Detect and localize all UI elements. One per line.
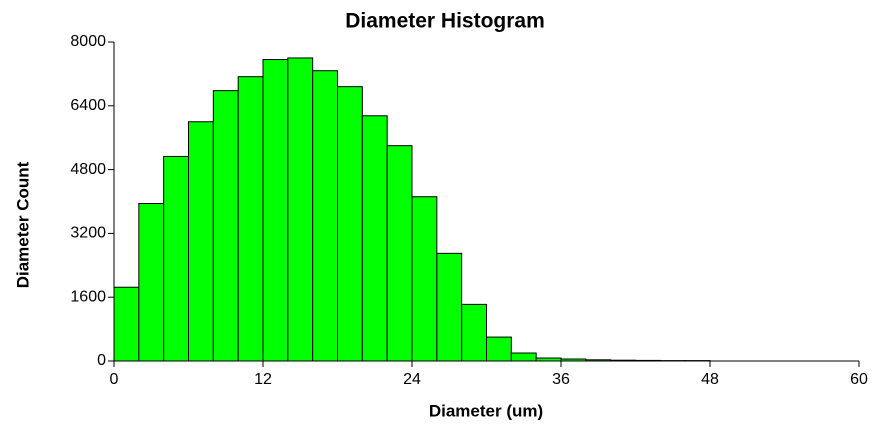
x-tick-label: 24 — [403, 371, 421, 388]
x-tick-label: 0 — [110, 371, 119, 388]
bar — [461, 303, 487, 362]
bar — [510, 352, 537, 362]
bar — [361, 115, 388, 362]
y-tick-label: 6400 — [70, 97, 106, 114]
bar — [436, 252, 463, 362]
chart-title: Diameter Histogram — [345, 10, 545, 33]
bar — [337, 86, 363, 362]
x-tick-label: 48 — [701, 371, 719, 388]
bar — [386, 145, 413, 362]
x-tick-label: 36 — [552, 371, 570, 388]
bar — [138, 202, 165, 362]
bar — [212, 90, 239, 362]
y-axis-label: Diameter Count — [13, 161, 32, 288]
bar — [486, 336, 512, 362]
x-axis-label: Diameter (um) — [429, 401, 543, 420]
y-tick-label: 0 — [97, 352, 106, 369]
y-tick-label: 3200 — [70, 225, 106, 242]
y-tick-label: 8000 — [70, 33, 106, 50]
x-tick-label: 60 — [850, 371, 868, 388]
bar — [262, 59, 289, 362]
y-tick-label: 4800 — [70, 161, 106, 178]
x-tick-label: 12 — [254, 371, 272, 388]
bar — [188, 121, 214, 362]
bar — [237, 76, 264, 362]
bar — [312, 70, 338, 362]
bar — [113, 286, 140, 362]
y-tick-label: 1600 — [70, 288, 106, 305]
bar — [163, 155, 190, 362]
bar — [411, 196, 438, 362]
bar — [287, 57, 314, 362]
